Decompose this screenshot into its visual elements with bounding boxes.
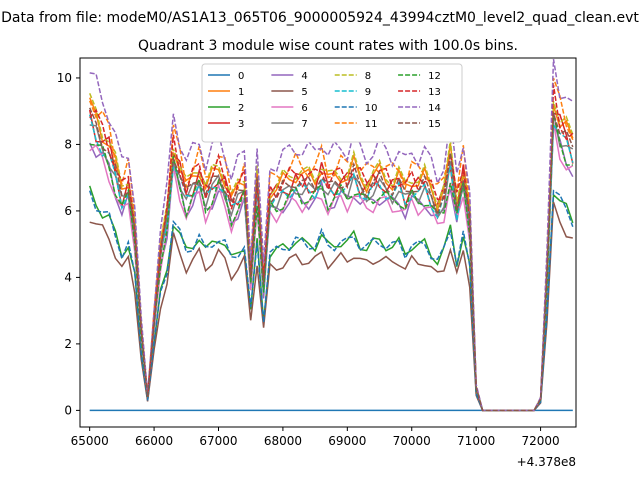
legend-label-3: 3 — [238, 119, 244, 130]
series-line-10 — [88, 189, 574, 412]
legend-label-5: 5 — [301, 87, 307, 98]
y-axis: 0 2 4 6 8 10 — [57, 71, 80, 417]
legend-label-14: 14 — [428, 103, 441, 114]
y-tick-label: 0 — [64, 403, 72, 417]
x-axis: 65000 66000 67000 68000 69000 70000 71000 72000 — [71, 427, 560, 448]
legend-label-15: 15 — [428, 119, 441, 130]
x-tick-label: 68000 — [264, 434, 302, 448]
x-tick-label: 70000 — [393, 434, 431, 448]
legend-label-6: 6 — [301, 103, 307, 114]
legend-label-9: 9 — [365, 87, 371, 98]
legend-label-8: 8 — [365, 71, 371, 82]
figure-suptitle: Data from file: modeM0/AS1A13_065T06_900… — [1, 10, 639, 26]
legend-label-7: 7 — [301, 119, 307, 130]
x-offset-label: +4.378e8 — [517, 455, 576, 469]
legend-label-13: 13 — [428, 87, 441, 98]
legend-frame — [201, 63, 463, 143]
legend-label-2: 2 — [238, 103, 244, 114]
legend-label-11: 11 — [365, 119, 378, 130]
y-tick-label: 2 — [64, 337, 72, 351]
y-tick-label: 10 — [57, 71, 72, 85]
series-layer — [88, 58, 574, 412]
x-tick-label: 67000 — [199, 434, 237, 448]
x-tick-label: 69000 — [328, 434, 366, 448]
y-tick-label: 4 — [64, 270, 72, 284]
legend-label-0: 0 — [238, 71, 244, 82]
legend-label-10: 10 — [365, 103, 378, 114]
y-tick-label: 6 — [64, 204, 72, 218]
series-line-15 — [89, 107, 574, 412]
legend-label-12: 12 — [428, 71, 441, 82]
x-tick-label: 71000 — [457, 434, 495, 448]
x-tick-label: 65000 — [71, 434, 109, 448]
y-tick-label: 8 — [64, 137, 72, 151]
legend-label-4: 4 — [301, 71, 307, 82]
series-line-14 — [89, 58, 574, 412]
x-tick-label: 72000 — [521, 434, 559, 448]
x-tick-label: 66000 — [135, 434, 173, 448]
legend-label-1: 1 — [238, 87, 244, 98]
chart-title: Quadrant 3 module wise count rates with … — [138, 38, 518, 54]
